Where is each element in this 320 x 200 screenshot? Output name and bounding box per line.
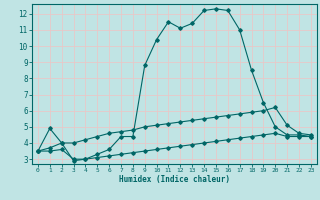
X-axis label: Humidex (Indice chaleur): Humidex (Indice chaleur) xyxy=(119,175,230,184)
